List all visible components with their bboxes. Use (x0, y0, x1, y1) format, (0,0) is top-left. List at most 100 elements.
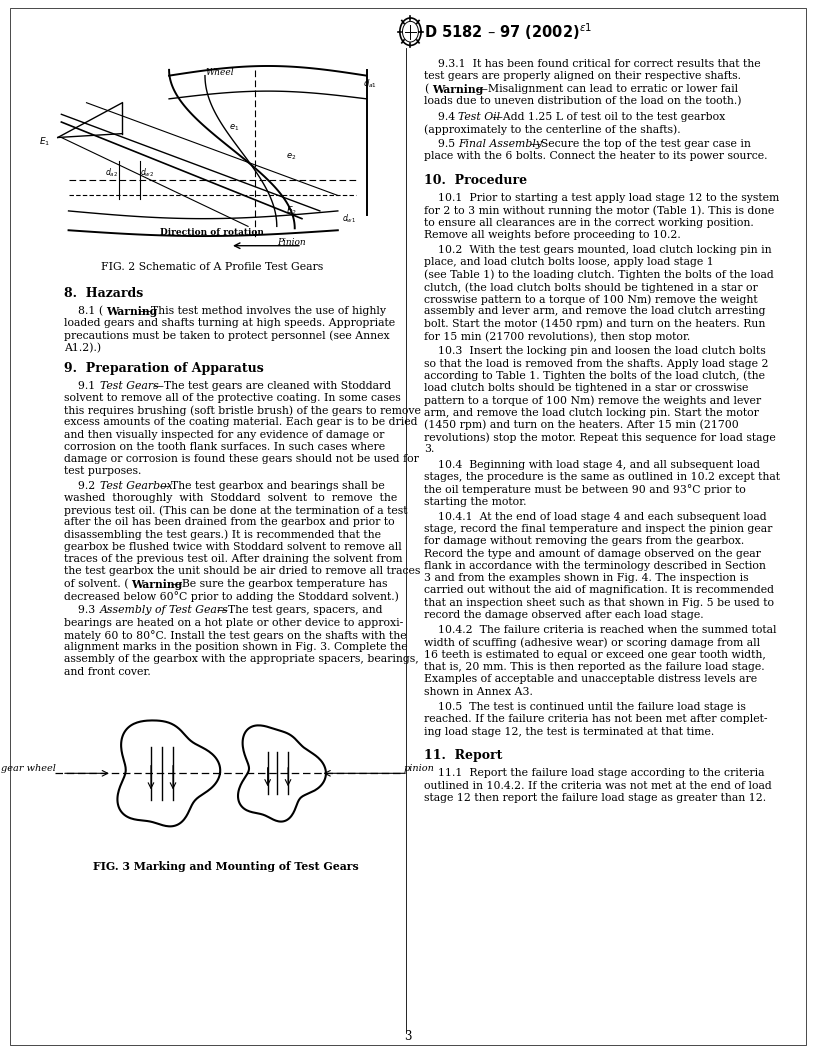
Text: Test Gearbox: Test Gearbox (100, 480, 172, 491)
Text: (see Table 1) to the loading clutch. Tighten the bolts of the load: (see Table 1) to the loading clutch. Tig… (424, 269, 774, 280)
Text: 10.3  Insert the locking pin and loosen the load clutch bolts: 10.3 Insert the locking pin and loosen t… (424, 346, 766, 356)
Text: assembly of the gearbox with the appropriate spacers, bearings,: assembly of the gearbox with the appropr… (64, 655, 419, 664)
Text: precautions must be taken to protect personnel (see Annex: precautions must be taken to protect per… (64, 331, 389, 341)
Text: ing load stage 12, the test is terminated at that time.: ing load stage 12, the test is terminate… (424, 727, 715, 736)
Text: after the oil has been drained from the gearbox and prior to: after the oil has been drained from the … (64, 517, 394, 527)
Text: 3 and from the examples shown in Fig. 4. The inspection is: 3 and from the examples shown in Fig. 4.… (424, 573, 749, 583)
Text: Pinion: Pinion (277, 238, 305, 247)
Text: revolutions) stop the motor. Repeat this sequence for load stage: revolutions) stop the motor. Repeat this… (424, 432, 776, 442)
Text: load clutch bolts should be tightened in a star or crosswise: load clutch bolts should be tightened in… (424, 383, 749, 393)
Text: reached. If the failure criteria has not been met after complet-: reached. If the failure criteria has not… (424, 714, 768, 724)
Text: flank in accordance with the terminology described in Section: flank in accordance with the terminology… (424, 561, 766, 571)
Text: —This test method involves the use of highly: —This test method involves the use of hi… (140, 306, 386, 316)
Text: —The test gears, spacers, and: —The test gears, spacers, and (217, 605, 383, 616)
Text: starting the motor.: starting the motor. (424, 496, 527, 507)
Text: outlined in 10.4.2. If the criteria was not met at the end of load: outlined in 10.4.2. If the criteria was … (424, 780, 772, 791)
Text: Warning: Warning (106, 306, 157, 317)
Text: record the damage observed after each load stage.: record the damage observed after each lo… (424, 610, 704, 620)
Text: damage or corrosion is found these gears should not be used for: damage or corrosion is found these gears… (64, 454, 419, 464)
Text: (: ( (424, 83, 428, 94)
Polygon shape (118, 720, 220, 827)
Text: stage, record the final temperature and inspect the pinion gear: stage, record the final temperature and … (424, 524, 773, 534)
Text: $e_1$: $e_1$ (228, 122, 239, 133)
Text: clutch, (the load clutch bolts should be tightened in a star or: clutch, (the load clutch bolts should be… (424, 282, 758, 293)
Text: 9.2: 9.2 (64, 480, 99, 491)
Text: $e_2$: $e_2$ (286, 152, 296, 162)
Text: according to Table 1. Tighten the bolts of the load clutch, (the: according to Table 1. Tighten the bolts … (424, 371, 765, 381)
Text: assembly and lever arm, and remove the load clutch arresting: assembly and lever arm, and remove the l… (424, 306, 766, 317)
Text: FIG. 3 Marking and Mounting of Test Gears: FIG. 3 Marking and Mounting of Test Gear… (93, 862, 358, 872)
Text: gearbox be flushed twice with Stoddard solvent to remove all: gearbox be flushed twice with Stoddard s… (64, 542, 401, 552)
Text: place, and load clutch bolts loose, apply load stage 1: place, and load clutch bolts loose, appl… (424, 258, 714, 267)
Text: excess amounts of the coating material. Each gear is to be dried: excess amounts of the coating material. … (64, 417, 417, 428)
Text: for 2 to 3 min without running the motor (Table 1). This is done: for 2 to 3 min without running the motor… (424, 205, 774, 215)
Text: —Secure the top of the test gear case in: —Secure the top of the test gear case in (530, 139, 752, 149)
Polygon shape (238, 725, 326, 822)
Text: $d_{a1}$: $d_{a1}$ (363, 77, 377, 90)
Text: 8.  Hazards: 8. Hazards (64, 287, 143, 300)
Text: $d_{w1}$: $d_{w1}$ (342, 212, 356, 225)
Text: Assembly of Test Gears: Assembly of Test Gears (100, 605, 228, 616)
Text: Remove all weights before proceeding to 10.2.: Remove all weights before proceeding to … (424, 230, 681, 240)
Text: corrosion on the tooth flank surfaces. In such cases where: corrosion on the tooth flank surfaces. I… (64, 441, 385, 452)
Text: loaded gears and shafts turning at high speeds. Appropriate: loaded gears and shafts turning at high … (64, 319, 395, 328)
Text: 9.3.1  It has been found critical for correct results that the: 9.3.1 It has been found critical for cor… (424, 59, 761, 69)
Text: to ensure all clearances are in the correct working position.: to ensure all clearances are in the corr… (424, 218, 754, 227)
Text: 9.3: 9.3 (64, 605, 99, 616)
Text: washed  thoroughly  with  Stoddard  solvent  to  remove  the: washed thoroughly with Stoddard solvent … (64, 493, 397, 503)
Text: Test Oil: Test Oil (458, 112, 500, 122)
Text: loads due to uneven distribution of the load on the tooth.): loads due to uneven distribution of the … (424, 96, 742, 107)
Text: crosswise pattern to a torque of 100 Nm) remove the weight: crosswise pattern to a torque of 100 Nm)… (424, 295, 758, 305)
Text: width of scuffing (adhesive wear) or scoring damage from all: width of scuffing (adhesive wear) or sco… (424, 638, 761, 648)
Text: that is, 20 mm. This is then reported as the failure load stage.: that is, 20 mm. This is then reported as… (424, 662, 765, 672)
Text: that an inspection sheet such as that shown in Fig. 5 be used to: that an inspection sheet such as that sh… (424, 598, 774, 607)
Text: this requires brushing (soft bristle brush) of the gears to remove: this requires brushing (soft bristle bru… (64, 406, 420, 416)
Text: 10.1  Prior to starting a test apply load stage 12 to the system: 10.1 Prior to starting a test apply load… (424, 193, 779, 203)
Text: test purposes.: test purposes. (64, 467, 141, 476)
Text: traces of the previous test oil. After draining the solvent from: traces of the previous test oil. After d… (64, 554, 402, 564)
Text: stages, the procedure is the same as outlined in 10.2 except that: stages, the procedure is the same as out… (424, 472, 780, 482)
Text: 10.2  With the test gears mounted, load clutch locking pin in: 10.2 With the test gears mounted, load c… (424, 245, 772, 256)
Text: 10.5  The test is continued until the failure load stage is: 10.5 The test is continued until the fai… (424, 702, 746, 712)
Text: and front cover.: and front cover. (64, 666, 150, 677)
Text: alignment marks in the position shown in Fig. 3. Complete the: alignment marks in the position shown in… (64, 642, 407, 652)
Text: —The test gears are cleaned with Stoddard: —The test gears are cleaned with Stoddar… (153, 380, 392, 391)
Text: bolt. Start the motor (1450 rpm) and turn on the heaters. Run: bolt. Start the motor (1450 rpm) and tur… (424, 319, 765, 329)
Text: A1.2).): A1.2).) (64, 343, 100, 354)
Text: FIG. 2 Schematic of A Profile Test Gears: FIG. 2 Schematic of A Profile Test Gears (101, 262, 323, 271)
Text: of solvent. (: of solvent. ( (64, 579, 128, 589)
Text: 11.1  Report the failure load stage according to the criteria: 11.1 Report the failure load stage accor… (424, 769, 765, 778)
Text: for damage without removing the gears from the gearbox.: for damage without removing the gears fr… (424, 536, 744, 546)
Text: Final Assembly: Final Assembly (458, 139, 542, 149)
Text: 16 teeth is estimated to equal or exceed one gear tooth width,: 16 teeth is estimated to equal or exceed… (424, 649, 766, 660)
Text: place with the 6 bolts. Connect the heater to its power source.: place with the 6 bolts. Connect the heat… (424, 151, 768, 162)
Text: (1450 rpm) and turn on the heaters. After 15 min (21700: (1450 rpm) and turn on the heaters. Afte… (424, 420, 739, 431)
Text: Direction of rotation: Direction of rotation (160, 228, 264, 238)
Text: $d_{w2}$: $d_{w2}$ (140, 166, 154, 178)
Text: decreased below 60°C prior to adding the Stoddard solvent.): decreased below 60°C prior to adding the… (64, 591, 398, 602)
Text: pattern to a torque of 100 Nm) remove the weights and lever: pattern to a torque of 100 Nm) remove th… (424, 395, 761, 406)
Text: Warning: Warning (432, 83, 484, 95)
Text: previous test oil. (This can be done at the termination of a test: previous test oil. (This can be done at … (64, 505, 407, 515)
Text: 10.4  Beginning with load stage 4, and all subsequent load: 10.4 Beginning with load stage 4, and al… (424, 459, 761, 470)
Text: stage 12 then report the failure load stage as greater than 12.: stage 12 then report the failure load st… (424, 793, 766, 803)
Text: $d_{a2}$: $d_{a2}$ (105, 166, 118, 178)
Text: pinion: pinion (404, 763, 435, 773)
Text: solvent to remove all of the protective coating. In some cases: solvent to remove all of the protective … (64, 393, 401, 402)
Text: —The test gearbox and bearings shall be: —The test gearbox and bearings shall be (160, 480, 384, 491)
Text: Wheel: Wheel (205, 68, 233, 77)
Text: $E_2$: $E_2$ (286, 205, 297, 218)
Text: 9.4: 9.4 (424, 112, 459, 122)
Text: for 15 min (21700 revolutions), then stop motor.: for 15 min (21700 revolutions), then sto… (424, 331, 690, 341)
Text: bearings are heated on a hot plate or other device to approxi-: bearings are heated on a hot plate or ot… (64, 618, 403, 627)
Text: the oil temperature must be between 90 and 93°C prior to: the oil temperature must be between 90 a… (424, 485, 746, 495)
Text: test gears are properly aligned on their respective shafts.: test gears are properly aligned on their… (424, 72, 741, 81)
Text: carried out without the aid of magnification. It is recommended: carried out without the aid of magnifica… (424, 585, 774, 596)
Text: 8.1 (: 8.1 ( (64, 306, 103, 317)
Text: 9.  Preparation of Apparatus: 9. Preparation of Apparatus (64, 361, 264, 375)
Text: and then visually inspected for any evidence of damage or: and then visually inspected for any evid… (64, 430, 384, 439)
Text: disassembling the test gears.) It is recommended that the: disassembling the test gears.) It is rec… (64, 530, 380, 541)
Text: gear wheel: gear wheel (1, 763, 55, 773)
Text: 10.  Procedure: 10. Procedure (424, 174, 527, 187)
Text: —Misalignment can lead to erratic or lower fail: —Misalignment can lead to erratic or low… (477, 83, 738, 94)
